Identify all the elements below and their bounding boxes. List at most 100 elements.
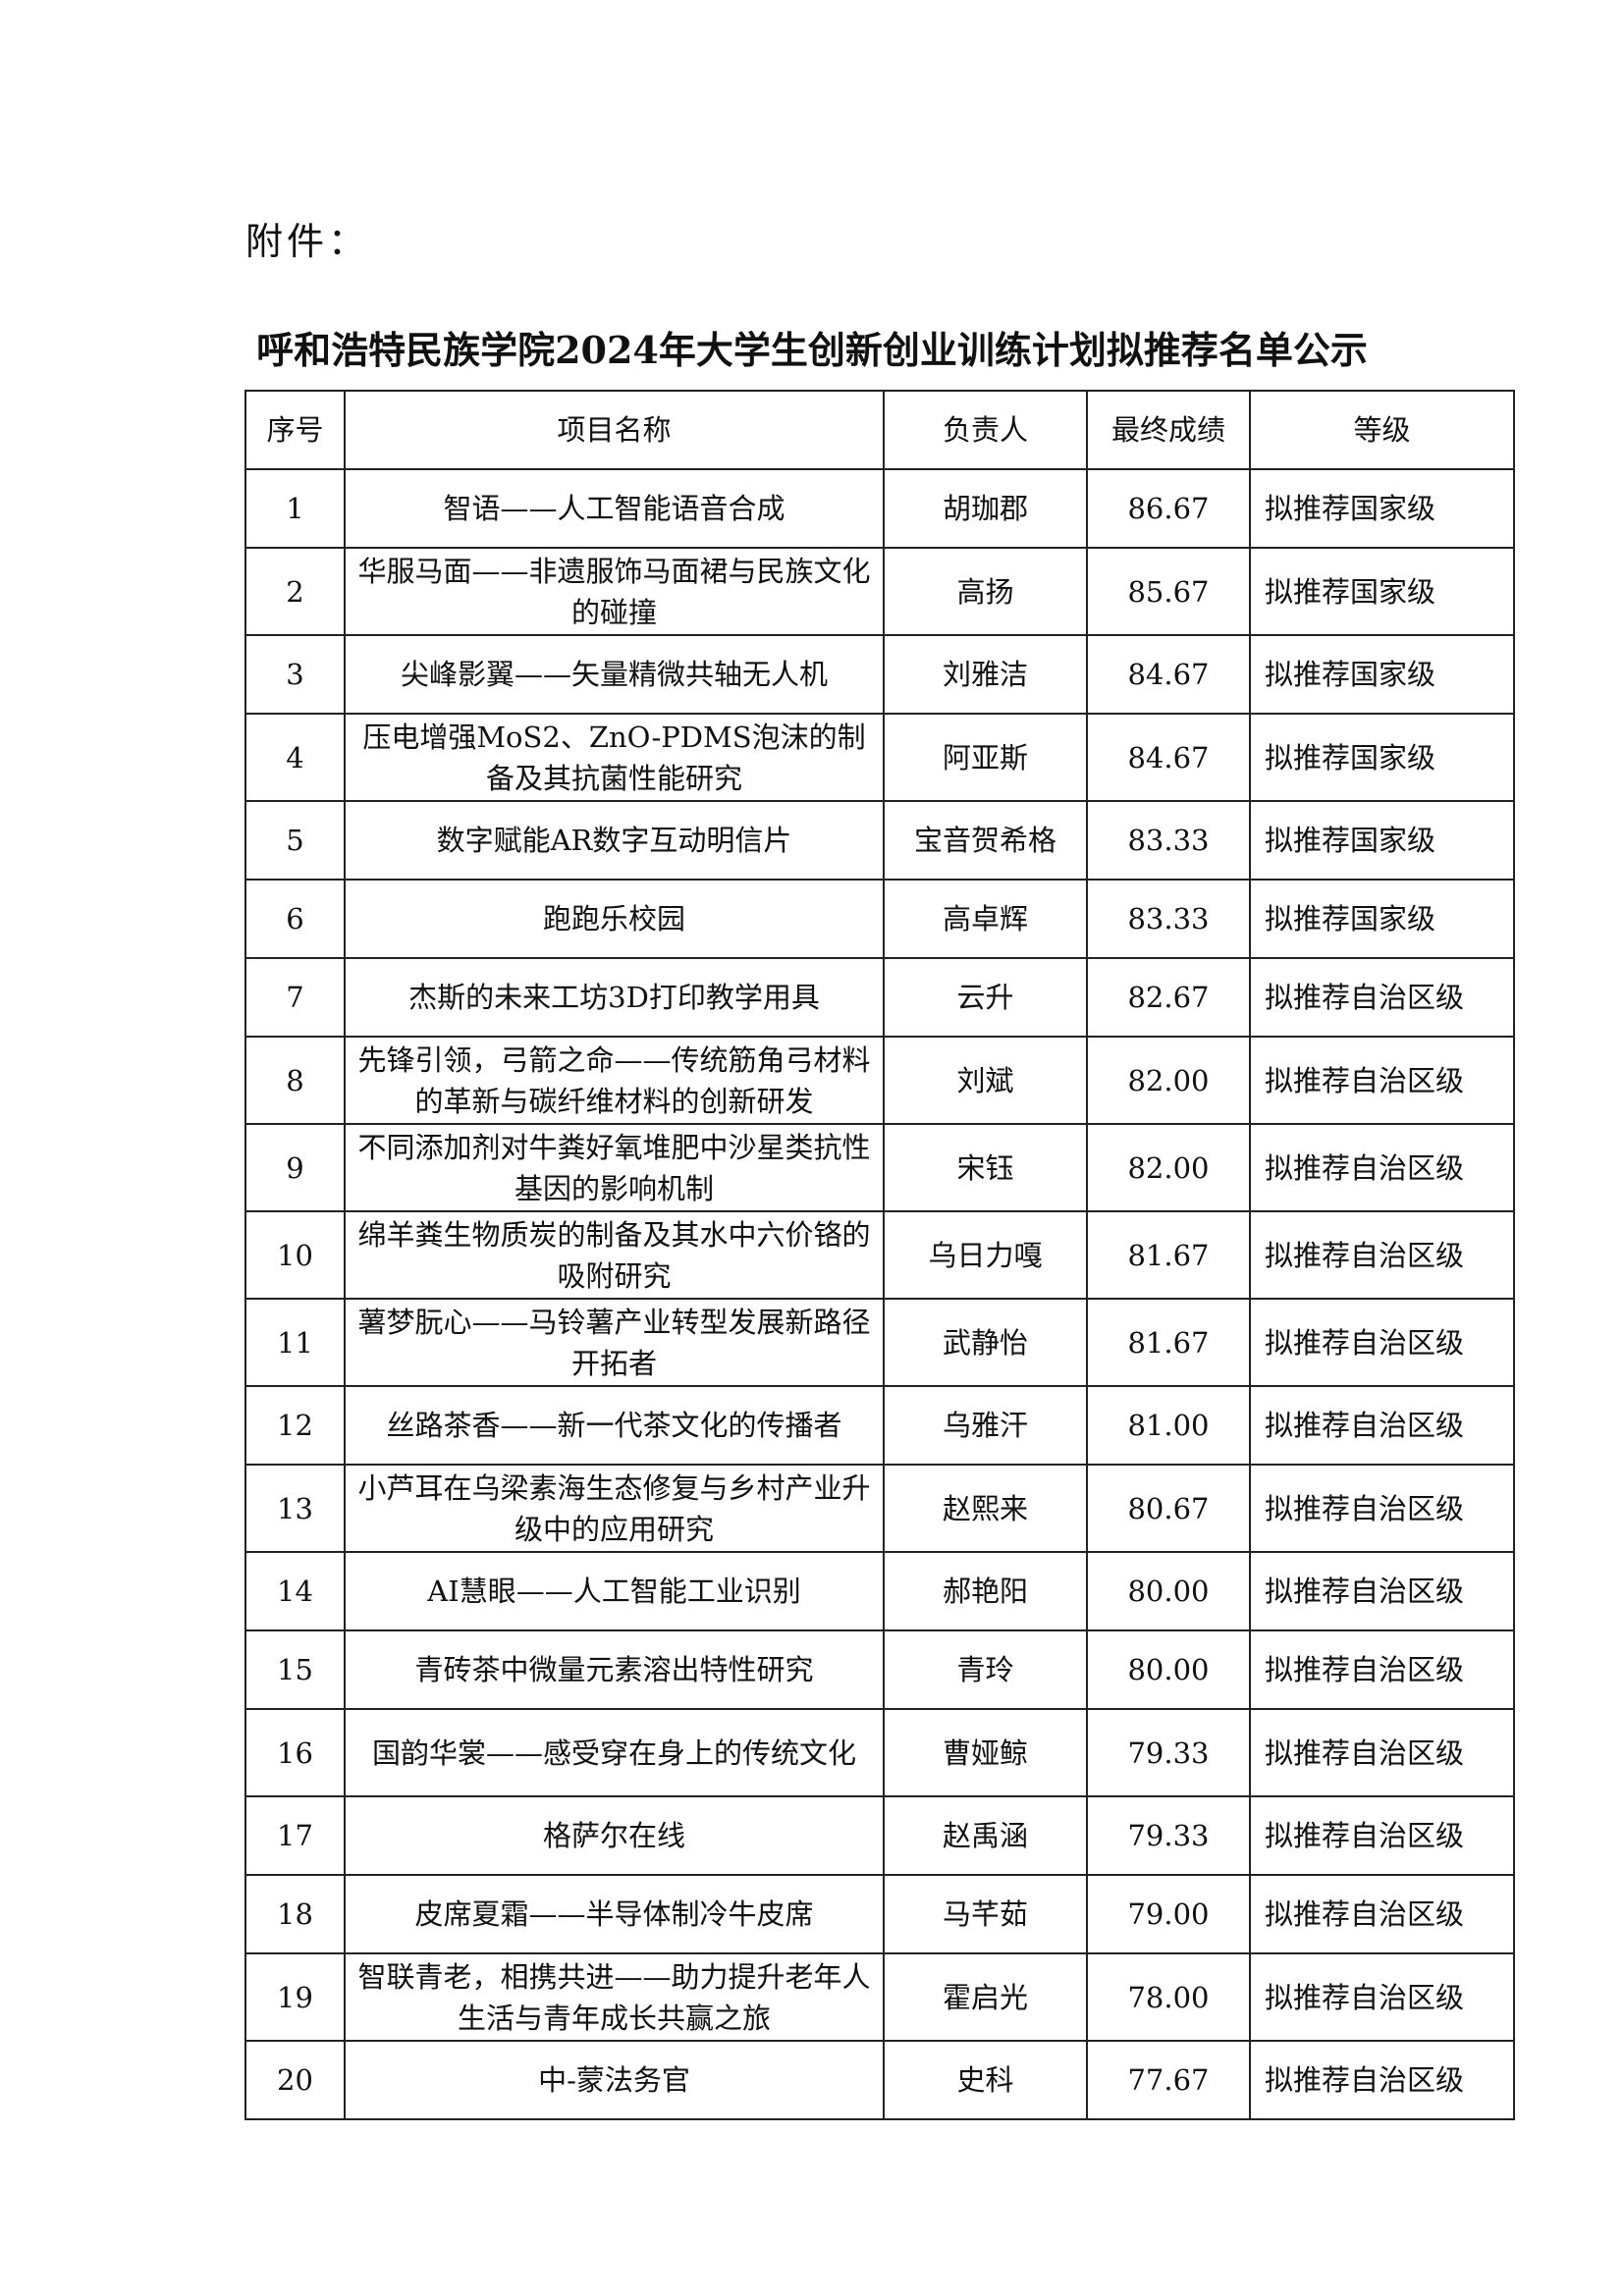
header-level: 等级	[1249, 390, 1515, 470]
cell-level: 拟推荐国家级	[1249, 634, 1515, 715]
cell-project-name: 智联青老，相携共进——助力提升老年人生活与青年成长共赢之旅	[344, 1952, 885, 2042]
table-row: 14 AI慧眼——人工智能工业识别 郝艳阳 80.00 拟推荐自治区级	[244, 1551, 1515, 1631]
cell-final-score: 79.33	[1086, 1795, 1251, 1876]
table-row: 18 皮席夏霜——半导体制冷牛皮席 马芊茹 79.00 拟推荐自治区级	[244, 1874, 1515, 1954]
cell-final-score: 81.00	[1086, 1385, 1251, 1466]
cell-project-name: 不同添加剂对牛粪好氧堆肥中沙星类抗性基因的影响机制	[344, 1123, 885, 1212]
cell-index: 8	[244, 1036, 346, 1125]
table-row: 6 跑跑乐校园 高卓辉 83.33 拟推荐国家级	[244, 879, 1515, 959]
cell-final-score: 83.33	[1086, 800, 1251, 881]
cell-index: 4	[244, 713, 346, 802]
table-row: 5 数字赋能AR数字互动明信片 宝音贺希格 83.33 拟推荐国家级	[244, 800, 1515, 881]
cell-leader: 阿亚斯	[883, 713, 1088, 802]
cell-level: 拟推荐自治区级	[1249, 1795, 1515, 1876]
table-row: 9 不同添加剂对牛粪好氧堆肥中沙星类抗性基因的影响机制 宋钰 82.00 拟推荐自治区级	[244, 1123, 1515, 1212]
table-row: 2 华服马面——非遗服饰马面裙与民族文化的碰撞 高扬 85.67 拟推荐国家级	[244, 547, 1515, 636]
cell-project-name: 薯梦朊心——马铃薯产业转型发展新路径开拓者	[344, 1298, 885, 1387]
cell-leader: 刘斌	[883, 1036, 1088, 1125]
cell-final-score: 81.67	[1086, 1298, 1251, 1387]
cell-final-score: 79.00	[1086, 1874, 1251, 1954]
cell-level: 拟推荐国家级	[1249, 547, 1515, 636]
header-final-score: 最终成绩	[1086, 390, 1251, 470]
header-project-name: 项目名称	[344, 390, 885, 470]
cell-level: 拟推荐自治区级	[1249, 1952, 1515, 2042]
table-row: 12 丝路茶香——新一代茶文化的传播者 乌雅汗 81.00 拟推荐自治区级	[244, 1385, 1515, 1466]
cell-leader: 云升	[883, 957, 1088, 1038]
cell-index: 15	[244, 1629, 346, 1710]
header-leader: 负责人	[883, 390, 1088, 470]
cell-index: 19	[244, 1952, 346, 2042]
cell-index: 7	[244, 957, 346, 1038]
table-row: 17 格萨尔在线 赵禹涵 79.33 拟推荐自治区级	[244, 1795, 1515, 1876]
cell-final-score: 84.67	[1086, 634, 1251, 715]
cell-leader: 郝艳阳	[883, 1551, 1088, 1631]
cell-final-score: 80.00	[1086, 1551, 1251, 1631]
attachment-label: 附件：	[245, 220, 370, 263]
cell-leader: 宝音贺希格	[883, 800, 1088, 881]
table-row: 20 中-蒙法务官 史科 77.67 拟推荐自治区级	[244, 2040, 1515, 2120]
cell-project-name: 中-蒙法务官	[344, 2040, 885, 2120]
cell-project-name: 丝路茶香——新一代茶文化的传播者	[344, 1385, 885, 1466]
cell-index: 18	[244, 1874, 346, 1954]
cell-leader: 高扬	[883, 547, 1088, 636]
cell-leader: 马芊茹	[883, 1874, 1088, 1954]
table-row: 19 智联青老，相携共进——助力提升老年人生活与青年成长共赢之旅 霍启光 78.00 拟…	[244, 1952, 1515, 2042]
cell-final-score: 79.33	[1086, 1708, 1251, 1797]
cell-index: 6	[244, 879, 346, 959]
cell-index: 9	[244, 1123, 346, 1212]
table-row: 13 小芦耳在乌梁素海生态修复与乡村产业升级中的应用研究 赵熙来 80.67 拟推荐自治…	[244, 1464, 1515, 1553]
cell-index: 3	[244, 634, 346, 715]
cell-project-name: 小芦耳在乌梁素海生态修复与乡村产业升级中的应用研究	[344, 1464, 885, 1553]
cell-level: 拟推荐自治区级	[1249, 1385, 1515, 1466]
cell-level: 拟推荐自治区级	[1249, 1123, 1515, 1212]
cell-project-name: 青砖茶中微量元素溶出特性研究	[344, 1629, 885, 1710]
cell-project-name: 国韵华裳——感受穿在身上的传统文化	[344, 1708, 885, 1797]
cell-index: 10	[244, 1210, 346, 1300]
cell-index: 1	[244, 468, 346, 549]
table-row: 1 智语——人工智能语音合成 胡珈郡 86.67 拟推荐国家级	[244, 468, 1515, 549]
cell-project-name: 数字赋能AR数字互动明信片	[344, 800, 885, 881]
cell-level: 拟推荐自治区级	[1249, 1210, 1515, 1300]
cell-final-score: 82.00	[1086, 1123, 1251, 1212]
cell-leader: 武静怡	[883, 1298, 1088, 1387]
cell-index: 12	[244, 1385, 346, 1466]
cell-index: 20	[244, 2040, 346, 2120]
cell-index: 16	[244, 1708, 346, 1797]
cell-leader: 乌雅汗	[883, 1385, 1088, 1466]
table-header-row: 序号 项目名称 负责人 最终成绩 等级	[244, 390, 1515, 470]
cell-project-name: 智语——人工智能语音合成	[344, 468, 885, 549]
document-title: 呼和浩特民族学院2024年大学生创新创业训练计划拟推荐名单公示	[256, 328, 1368, 372]
cell-project-name: 杰斯的未来工坊3D打印教学用具	[344, 957, 885, 1038]
cell-leader: 乌日力嘎	[883, 1210, 1088, 1300]
cell-project-name: 跑跑乐校园	[344, 879, 885, 959]
cell-index: 2	[244, 547, 346, 636]
cell-project-name: 压电增强MoS2、ZnO-PDMS泡沫的制备及其抗菌性能研究	[344, 713, 885, 802]
cell-level: 拟推荐自治区级	[1249, 1298, 1515, 1387]
cell-index: 14	[244, 1551, 346, 1631]
cell-final-score: 80.67	[1086, 1464, 1251, 1553]
cell-level: 拟推荐自治区级	[1249, 1551, 1515, 1631]
header-index: 序号	[244, 390, 346, 470]
cell-level: 拟推荐自治区级	[1249, 1629, 1515, 1710]
cell-leader: 宋钰	[883, 1123, 1088, 1212]
cell-index: 5	[244, 800, 346, 881]
cell-leader: 刘雅洁	[883, 634, 1088, 715]
cell-final-score: 77.67	[1086, 2040, 1251, 2120]
cell-index: 13	[244, 1464, 346, 1553]
cell-project-name: 格萨尔在线	[344, 1795, 885, 1876]
table-row: 16 国韵华裳——感受穿在身上的传统文化 曹娅鲸 79.33 拟推荐自治区级	[244, 1708, 1515, 1797]
cell-project-name: 先锋引领，弓箭之命——传统筋角弓材料的革新与碳纤维材料的创新研发	[344, 1036, 885, 1125]
cell-level: 拟推荐自治区级	[1249, 1036, 1515, 1125]
cell-leader: 高卓辉	[883, 879, 1088, 959]
cell-project-name: AI慧眼——人工智能工业识别	[344, 1551, 885, 1631]
cell-final-score: 84.67	[1086, 713, 1251, 802]
cell-level: 拟推荐自治区级	[1249, 1874, 1515, 1954]
cell-project-name: 尖峰影翼——矢量精微共轴无人机	[344, 634, 885, 715]
cell-level: 拟推荐国家级	[1249, 468, 1515, 549]
table-row: 10 绵羊粪生物质炭的制备及其水中六价铬的吸附研究 乌日力嘎 81.67 拟推荐自治区级	[244, 1210, 1515, 1300]
cell-leader: 赵禹涵	[883, 1795, 1088, 1876]
recommendation-table: 序号 项目名称 负责人 最终成绩 等级 1 智语——人工智能语音合成 胡珈郡 86.6…	[244, 390, 1515, 2120]
cell-leader: 霍启光	[883, 1952, 1088, 2042]
cell-final-score: 82.00	[1086, 1036, 1251, 1125]
cell-final-score: 85.67	[1086, 547, 1251, 636]
